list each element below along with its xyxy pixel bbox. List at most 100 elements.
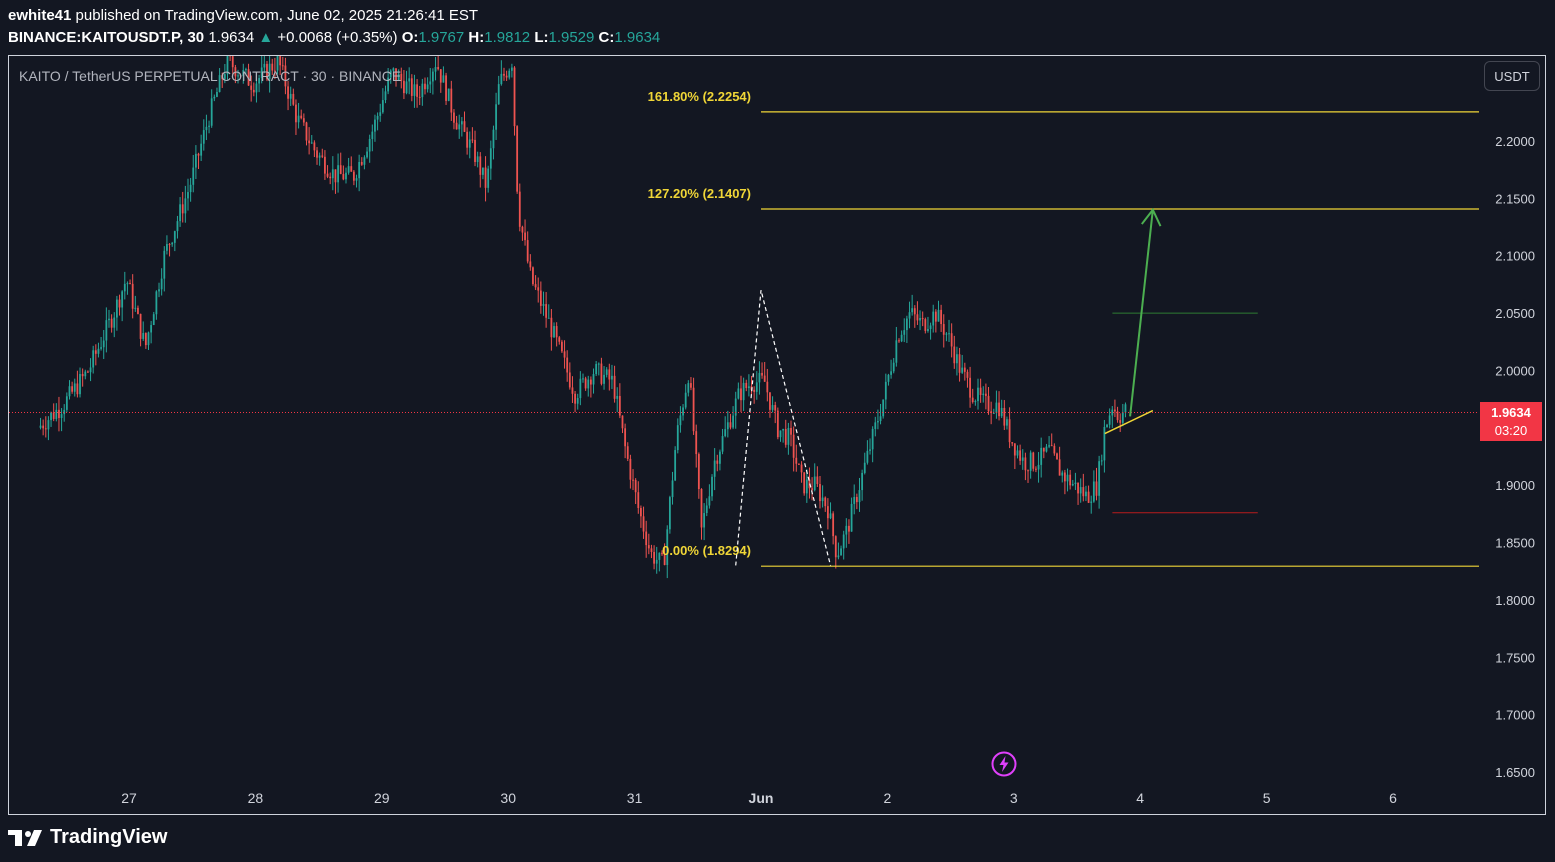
candle-body bbox=[44, 428, 47, 430]
candle-body bbox=[360, 161, 363, 165]
candle-body bbox=[118, 299, 121, 308]
candle-body bbox=[776, 410, 779, 438]
candle-body bbox=[163, 250, 166, 279]
candle-body bbox=[621, 415, 624, 429]
candle-body bbox=[200, 143, 203, 156]
candle-body bbox=[392, 68, 395, 71]
candle-body bbox=[173, 231, 176, 243]
candle-body bbox=[668, 497, 671, 530]
candle-body bbox=[861, 472, 864, 491]
candle-body bbox=[874, 422, 877, 429]
candle-body bbox=[903, 330, 906, 335]
candle-body bbox=[547, 317, 550, 319]
candle-body bbox=[869, 449, 871, 451]
currency-unit-button[interactable]: USDT bbox=[1484, 61, 1540, 91]
dashed-pattern-path bbox=[735, 289, 832, 566]
y-axis-tick-label: 2.0500 bbox=[1495, 306, 1535, 321]
candle-body bbox=[740, 388, 742, 401]
candle-body bbox=[516, 126, 519, 192]
candle-body bbox=[990, 411, 993, 413]
candle-body bbox=[289, 93, 292, 99]
candle-body bbox=[316, 150, 318, 158]
candle-body bbox=[387, 77, 390, 92]
candle-body bbox=[848, 525, 850, 532]
candle-body bbox=[682, 407, 684, 416]
lightning-bolt-icon[interactable] bbox=[991, 751, 1017, 777]
tradingview-logo-icon bbox=[8, 829, 42, 846]
candle-body bbox=[890, 371, 892, 375]
candle-body bbox=[1053, 445, 1056, 454]
symbol-interval: BINANCE:KAITOUSDT.P, 30 bbox=[8, 29, 205, 46]
candle-body bbox=[73, 383, 76, 392]
candle-body bbox=[1082, 487, 1085, 497]
candle-body bbox=[379, 112, 382, 116]
low-value: 1.9529 bbox=[548, 29, 595, 46]
candle-body bbox=[247, 69, 250, 86]
candle-body bbox=[1119, 420, 1122, 423]
candle-body bbox=[576, 398, 579, 404]
open-label: O: bbox=[401, 29, 419, 46]
candle-body bbox=[179, 204, 181, 222]
candle-body bbox=[1016, 450, 1019, 456]
candle-body bbox=[526, 240, 529, 262]
candle-body bbox=[89, 367, 92, 373]
candle-body bbox=[152, 314, 155, 326]
up-triangle-icon: ▲ bbox=[258, 29, 274, 46]
candle-body bbox=[1011, 442, 1014, 444]
fib-level-label: 161.80% (2.2254) bbox=[648, 89, 751, 104]
candle-body bbox=[690, 383, 692, 388]
candle-body bbox=[495, 104, 497, 130]
candle-body bbox=[1003, 407, 1006, 426]
candle-body bbox=[539, 290, 542, 306]
candle-body bbox=[1013, 443, 1016, 456]
candle-body bbox=[171, 242, 174, 245]
candle-body bbox=[671, 480, 674, 498]
candle-body bbox=[476, 156, 479, 163]
candle-body bbox=[358, 161, 361, 179]
candle-body bbox=[963, 367, 966, 372]
candle-body bbox=[439, 69, 442, 83]
candle-body bbox=[929, 325, 932, 330]
candle-body bbox=[339, 165, 342, 174]
candle-body bbox=[63, 409, 66, 415]
candle-body bbox=[529, 261, 532, 268]
high-value: 1.9812 bbox=[484, 29, 531, 46]
candle-body bbox=[455, 122, 458, 130]
price-chart[interactable]: 161.80% (2.2254) 127.20% (2.1407) 0.00% (1… bbox=[9, 56, 1545, 814]
candle-body bbox=[242, 70, 245, 77]
candle-body bbox=[266, 63, 268, 80]
candle-body bbox=[1024, 457, 1027, 471]
candle-body bbox=[945, 333, 948, 335]
y-axis-tick-label: 1.9000 bbox=[1495, 478, 1535, 493]
candle-body bbox=[337, 165, 339, 183]
candle-body bbox=[534, 284, 537, 288]
trend-segment bbox=[1104, 409, 1154, 435]
y-axis-tick-label: 1.7000 bbox=[1495, 708, 1535, 723]
candle-body bbox=[882, 399, 885, 417]
close-value: 1.9634 bbox=[614, 29, 661, 46]
footer-brand[interactable]: TradingView bbox=[8, 826, 167, 849]
candle-body bbox=[1042, 447, 1045, 452]
candle-body bbox=[210, 98, 213, 126]
candle-body bbox=[729, 422, 732, 428]
candle-body bbox=[202, 130, 205, 144]
target-arrow-head bbox=[1141, 207, 1162, 227]
candle-body bbox=[819, 483, 821, 502]
y-axis-tick-label: 1.6500 bbox=[1495, 765, 1535, 780]
candle-body bbox=[650, 548, 653, 552]
candle-body bbox=[295, 104, 297, 123]
y-axis-tick-label: 1.8000 bbox=[1495, 593, 1535, 608]
candle-body bbox=[158, 289, 160, 292]
candle-body bbox=[421, 83, 424, 98]
candle-body bbox=[187, 192, 189, 199]
candle-body bbox=[189, 184, 192, 193]
candle-body bbox=[181, 204, 184, 214]
candle-body bbox=[987, 395, 990, 412]
candle-body bbox=[1048, 445, 1050, 447]
candle-body bbox=[252, 89, 255, 93]
candle-body bbox=[998, 402, 1000, 417]
candle-body bbox=[626, 446, 629, 459]
author-name[interactable]: ewhite41 bbox=[8, 7, 72, 24]
candle-body bbox=[766, 381, 769, 393]
candle-body bbox=[687, 383, 690, 393]
